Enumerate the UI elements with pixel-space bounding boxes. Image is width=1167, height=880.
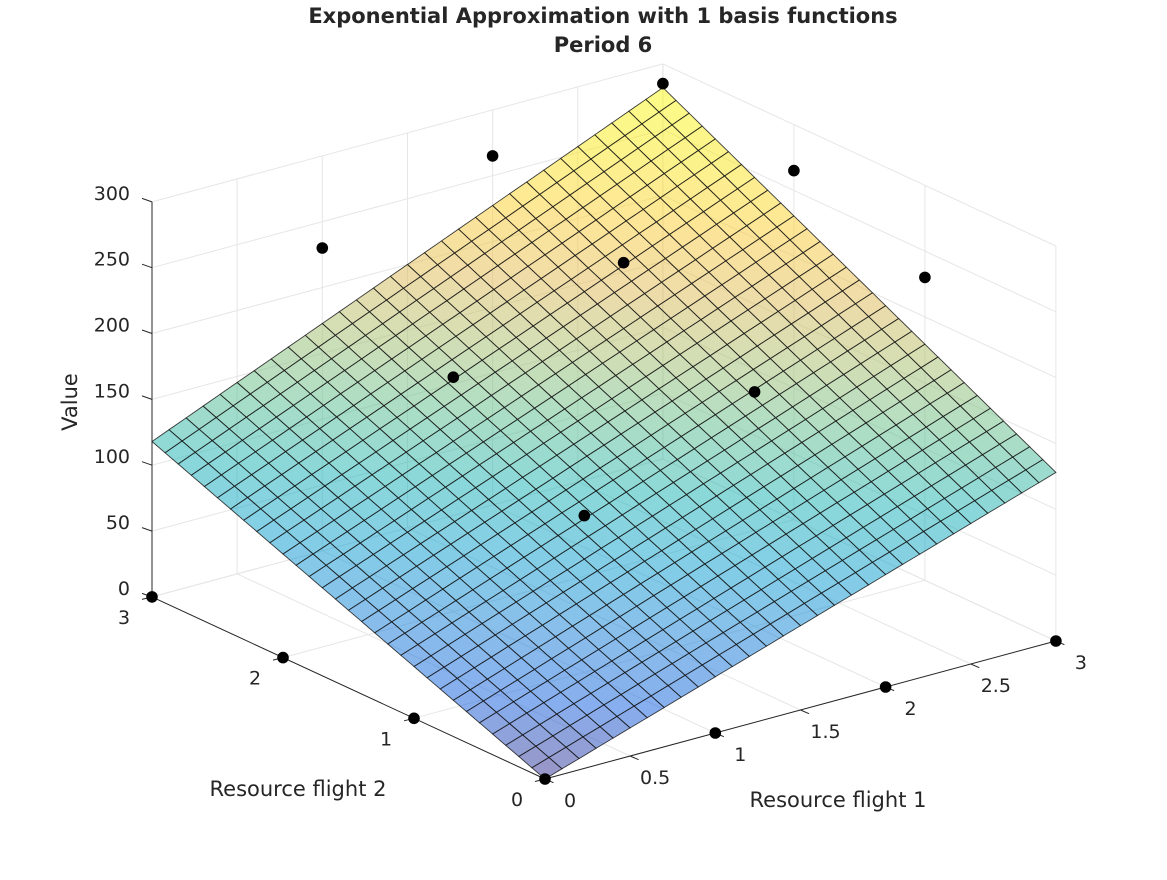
data-point <box>146 591 158 603</box>
z-tick-label: 200 <box>94 315 130 337</box>
x-tick-label: 2 <box>905 698 917 720</box>
z-tick-mark <box>141 527 153 532</box>
data-point <box>919 271 931 284</box>
x-tick-label: 0.5 <box>640 767 670 789</box>
data-point <box>447 371 460 384</box>
x-tick-label: 2.5 <box>981 675 1011 697</box>
wall-grid-z <box>151 63 664 203</box>
data-point <box>748 386 761 398</box>
z-tick-mark <box>141 329 153 334</box>
z-tick-mark <box>141 461 153 466</box>
y-tick-label: 1 <box>380 728 392 750</box>
z-tick-label: 100 <box>94 446 130 468</box>
data-point <box>1050 635 1062 647</box>
x-tick-mark <box>629 755 639 761</box>
data-point <box>486 150 499 162</box>
x-tick-mark <box>970 663 980 669</box>
x-tick-label: 0 <box>564 790 576 812</box>
data-point <box>879 681 892 693</box>
x-tick-mark <box>800 709 810 715</box>
data-point <box>657 77 669 90</box>
y-axis-label: Resource flight 2 <box>210 777 387 801</box>
data-point <box>709 727 722 739</box>
z-tick-mark <box>141 263 153 269</box>
surface-patch <box>531 756 563 780</box>
scatter-points-below-surface <box>146 591 1062 739</box>
z-tick-mark <box>141 395 153 400</box>
wall-grid-z <box>662 63 1057 247</box>
z-tick-label: 50 <box>106 512 130 534</box>
y-tick-label: 0 <box>511 789 523 811</box>
data-point <box>578 509 591 522</box>
x-tick-label: 3 <box>1075 652 1087 674</box>
surface-mesh <box>151 87 1057 780</box>
z-tick-mark <box>141 197 153 203</box>
z-tick-label: 0 <box>118 578 130 600</box>
x-axis-label: Resource flight 1 <box>750 788 927 812</box>
data-point <box>316 242 329 254</box>
y-tick-label: 3 <box>118 607 130 629</box>
data-point <box>788 164 800 177</box>
data-point <box>617 256 630 269</box>
z-tick-label: 300 <box>94 183 130 205</box>
data-point <box>408 712 420 725</box>
y-axis-line <box>151 596 546 780</box>
y-tick-label: 2 <box>249 668 261 690</box>
x-tick-label: 1.5 <box>810 721 840 743</box>
z-tick-label: 250 <box>94 249 130 271</box>
chart-title: Exponential Approximation with 1 basis f… <box>308 4 897 28</box>
chart-subtitle: Period 6 <box>554 33 653 57</box>
tick-labels: 0 0.5 1 1.5 2 2.5 3 0 1 2 3 0 50 100 150 200 250 300 <box>94 183 1087 812</box>
z-axis-label: Value <box>58 373 82 431</box>
x-tick-label: 1 <box>734 744 746 766</box>
z-tick-label: 150 <box>94 380 130 402</box>
data-point <box>539 773 551 785</box>
data-point <box>277 651 289 664</box>
scatter-points-above-surface <box>316 77 931 785</box>
